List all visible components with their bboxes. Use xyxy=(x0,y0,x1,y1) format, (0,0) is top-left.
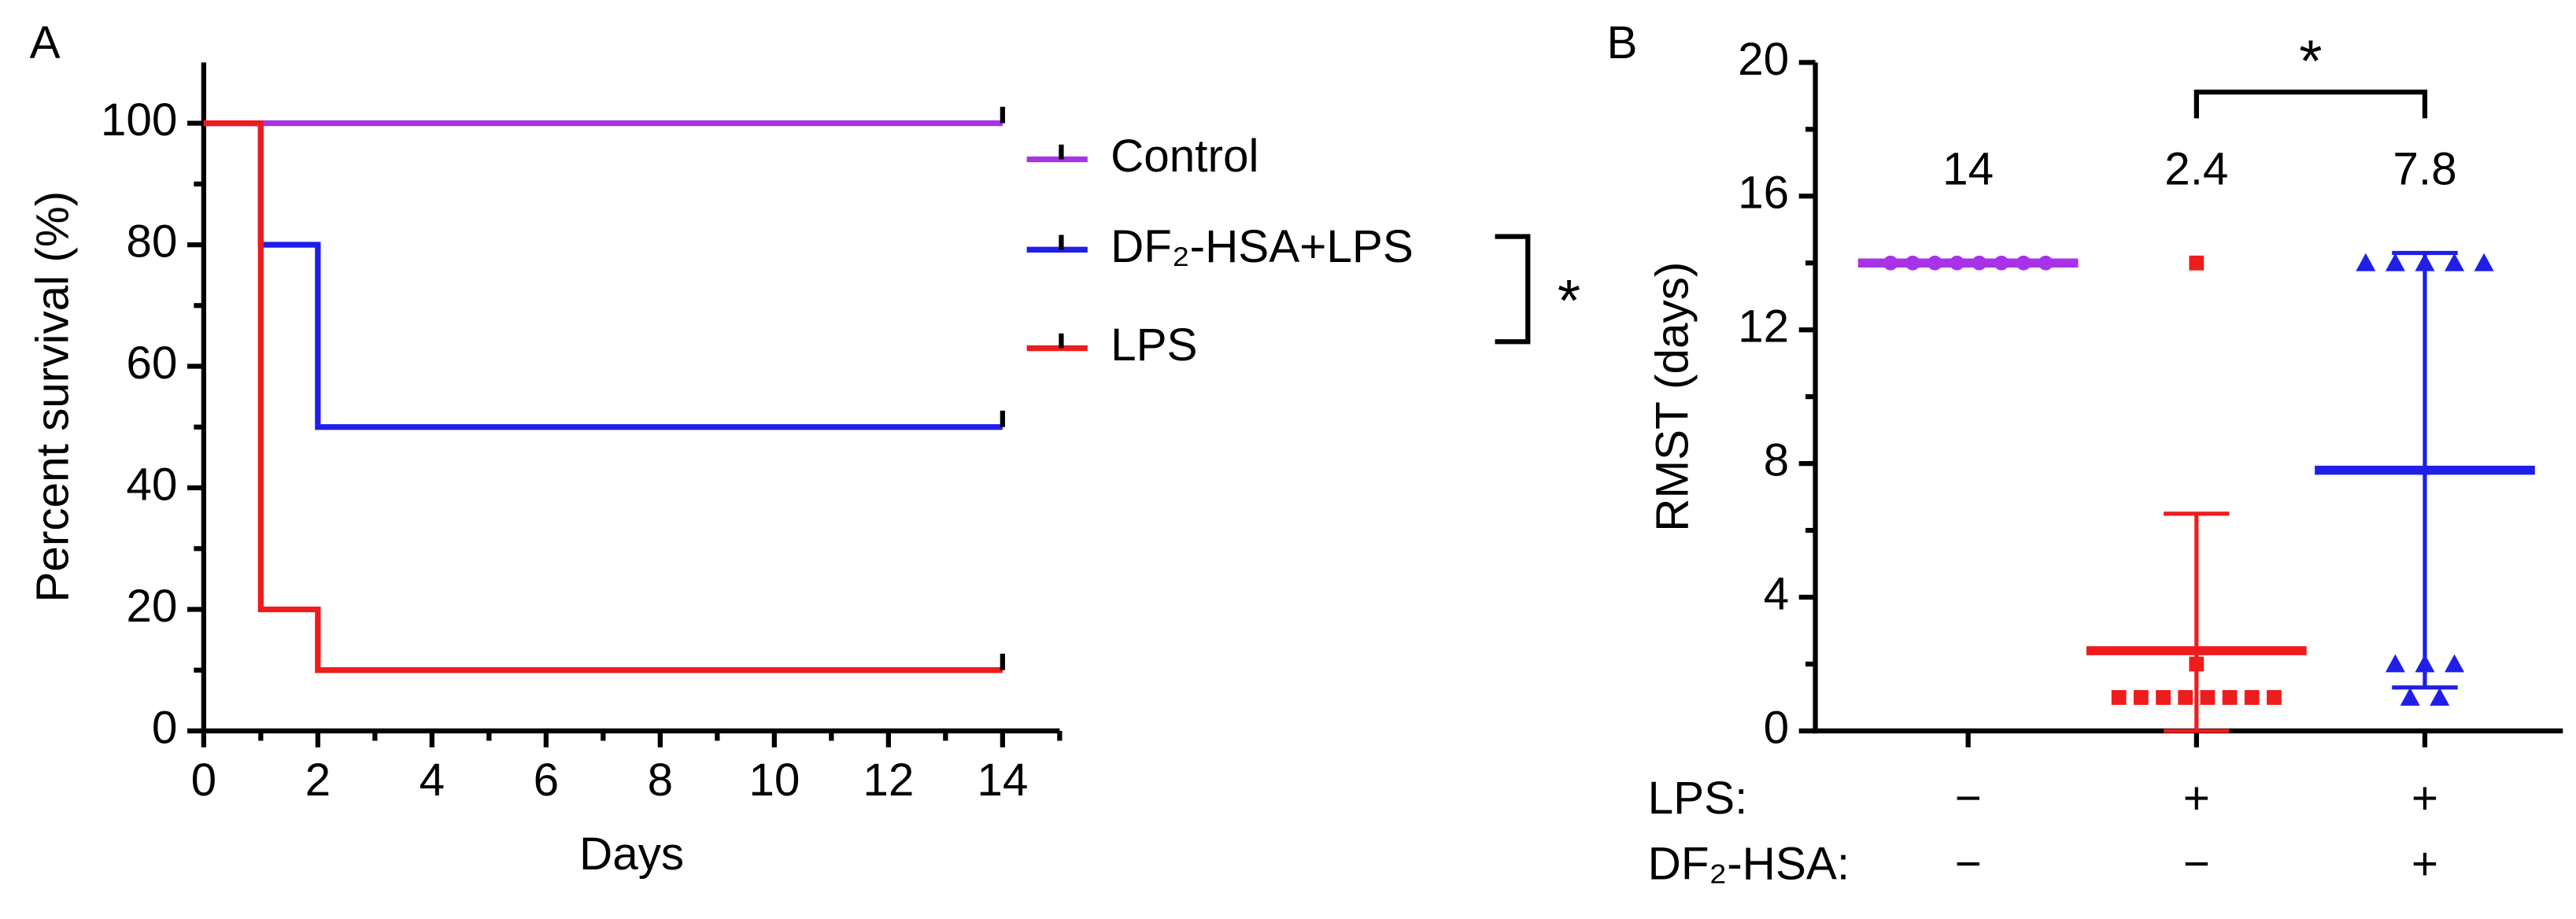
y-tick-label: 20 xyxy=(1738,34,1789,85)
y-tick-label: 0 xyxy=(1764,702,1790,753)
data-point xyxy=(2133,690,2149,705)
y-tick-label: 4 xyxy=(1764,568,1790,619)
x-tick-label: 12 xyxy=(863,755,914,806)
condition-value: + xyxy=(2412,839,2438,890)
data-point xyxy=(2244,690,2260,705)
data-point xyxy=(2445,654,2465,673)
significance-label: * xyxy=(1558,268,1580,334)
data-point xyxy=(2415,253,2435,271)
x-tick-label: 6 xyxy=(534,755,560,806)
significance-label: * xyxy=(2299,28,2322,94)
y-axis-label: RMST (days) xyxy=(1647,262,1698,532)
data-point xyxy=(2356,253,2376,271)
legend-label: DF₂-HSA+LPS xyxy=(1111,221,1414,272)
x-tick-label: 14 xyxy=(977,755,1028,806)
legend-label: Control xyxy=(1111,131,1258,182)
condition-value: − xyxy=(1955,773,1982,824)
y-tick-label: 12 xyxy=(1738,301,1789,352)
x-tick-label: 8 xyxy=(648,755,674,806)
data-point xyxy=(2474,253,2494,271)
condition-value: + xyxy=(2183,773,2210,824)
data-point xyxy=(2445,253,2465,271)
panel-label: A xyxy=(30,17,61,68)
y-tick-label: 60 xyxy=(126,338,177,389)
data-point xyxy=(2385,654,2405,673)
y-tick-label: 40 xyxy=(126,459,177,510)
data-point xyxy=(2200,690,2216,705)
data-point xyxy=(2400,687,2420,706)
legend-label: LPS xyxy=(1111,319,1197,371)
x-tick-label: 4 xyxy=(419,755,445,806)
mean-label: 14 xyxy=(1942,144,1994,195)
mean-label: 7.8 xyxy=(2393,144,2456,195)
y-tick-label: 80 xyxy=(126,216,177,268)
data-point xyxy=(2222,690,2238,705)
x-tick-label: 0 xyxy=(191,755,217,806)
condition-label: DF₂-HSA: xyxy=(1648,839,1850,890)
condition-value: − xyxy=(1955,839,1982,890)
data-point xyxy=(2430,687,2450,706)
survival-line xyxy=(203,120,1003,430)
panel-label: B xyxy=(1606,17,1637,68)
y-tick-label: 16 xyxy=(1738,168,1789,219)
y-tick-label: 8 xyxy=(1764,435,1790,486)
condition-value: − xyxy=(2183,839,2210,890)
x-tick-label: 10 xyxy=(748,755,800,806)
y-axis-label: Percent survival (%) xyxy=(27,191,78,603)
significance-bracket xyxy=(1495,234,1531,345)
x-tick-label: 2 xyxy=(305,755,331,806)
x-axis-label: Days xyxy=(579,829,684,880)
condition-label: LPS: xyxy=(1648,773,1748,824)
data-point xyxy=(2385,253,2405,271)
mean-label: 2.4 xyxy=(2164,144,2228,195)
data-point xyxy=(2156,690,2171,705)
data-point xyxy=(2267,690,2282,705)
condition-value: + xyxy=(2412,773,2438,824)
y-tick-label: 20 xyxy=(126,581,177,632)
survival-line xyxy=(203,120,1003,674)
significance-bracket xyxy=(2193,89,2428,119)
data-point xyxy=(2189,656,2205,672)
y-tick-label: 100 xyxy=(101,94,178,146)
data-point xyxy=(2189,255,2205,271)
data-point xyxy=(2111,690,2127,705)
data-point xyxy=(2178,690,2193,705)
y-tick-label: 0 xyxy=(152,702,178,753)
data-point xyxy=(2415,654,2435,673)
